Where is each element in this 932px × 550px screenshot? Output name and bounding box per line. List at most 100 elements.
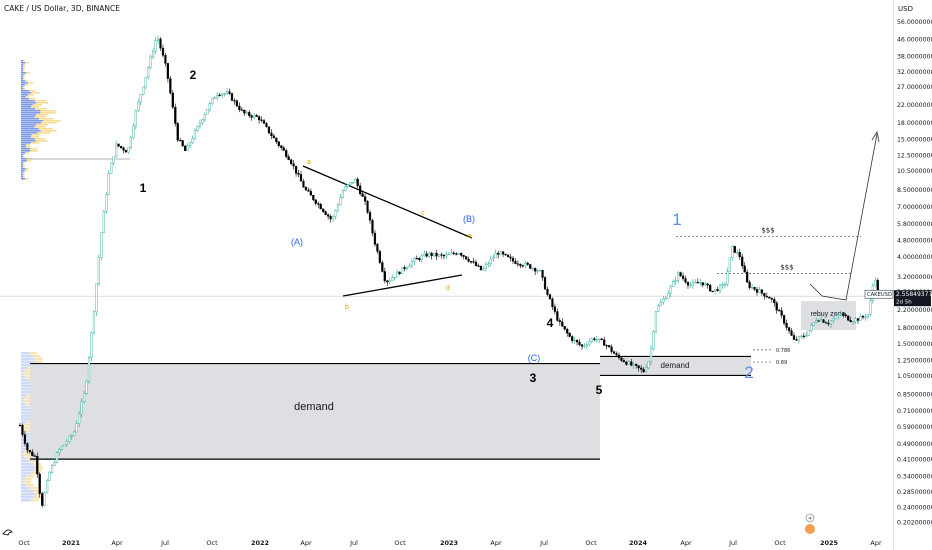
candle-body: [568, 332, 571, 337]
candle-body: [171, 92, 174, 108]
candle-body: [728, 257, 731, 272]
candle-body: [447, 253, 450, 256]
candle-body: [317, 203, 320, 205]
candle-body: [184, 145, 187, 151]
volume-bar: [31, 92, 40, 94]
candle-body: [132, 125, 135, 138]
candle-body: [768, 296, 771, 299]
candle-body: [859, 316, 862, 321]
volume-bar: [21, 102, 37, 104]
candle-body: [80, 401, 83, 415]
candle-body: [292, 163, 295, 167]
candle-body: [617, 354, 621, 358]
volume-bar: [21, 457, 26, 460]
volume-bar: [42, 120, 61, 122]
y-tick-label: 0.24000000: [897, 504, 932, 511]
candle-body: [73, 431, 76, 436]
candle-body: [174, 106, 177, 124]
y-tick-label: 0.20200000: [897, 520, 932, 527]
volume-bar: [21, 358, 35, 361]
volume-bar: [25, 430, 34, 433]
candle-body: [657, 305, 660, 312]
candle-body: [33, 455, 36, 457]
candle-body: [829, 320, 833, 325]
volume-bar: [21, 120, 43, 122]
candle-body: [593, 338, 596, 340]
x-tick-label: 2023: [440, 539, 458, 547]
candle-body: [339, 197, 342, 206]
candle-body: [805, 335, 808, 337]
candle-body: [869, 300, 872, 315]
candle-body: [359, 185, 362, 195]
candle-body: [677, 272, 680, 281]
y-tick-label: 3.20000000: [897, 274, 932, 281]
volume-bar: [21, 397, 24, 400]
candle-body: [223, 93, 226, 95]
candle-body: [400, 267, 404, 275]
volume-bar: [31, 142, 40, 144]
volume-bar: [21, 162, 23, 164]
wave-label: 1: [672, 210, 681, 229]
candle-body: [684, 278, 687, 283]
volume-bar: [23, 78, 25, 80]
volume-bar: [21, 412, 35, 415]
candle-body: [654, 311, 658, 332]
price-axis[interactable]: [893, 0, 932, 550]
candle-body: [378, 251, 381, 263]
candle-body: [691, 282, 695, 286]
y-tick-label: 27.00000000: [897, 84, 932, 91]
candle-body: [543, 277, 547, 290]
candle-body: [413, 258, 416, 262]
x-tick-label: Jul: [539, 539, 548, 547]
volume-bar: [34, 493, 43, 496]
candle-body: [817, 320, 820, 322]
y-tick-label: 0.85000000: [897, 392, 932, 399]
volume-bar: [23, 66, 25, 68]
candle-body: [795, 339, 798, 341]
candle-body: [117, 143, 120, 147]
volume-bar: [32, 104, 43, 106]
candle-body: [299, 174, 303, 182]
volume-bar: [40, 112, 56, 114]
volume-bar: [25, 80, 29, 82]
volume-bar: [21, 364, 32, 367]
candle-body: [667, 292, 670, 299]
candle-body: [832, 318, 835, 321]
volume-bar: [21, 62, 26, 64]
candle-body: [403, 267, 406, 270]
candle-body: [312, 195, 315, 201]
wave-label: 4: [547, 316, 554, 330]
candle-body: [760, 289, 764, 294]
volume-bar: [30, 150, 38, 152]
x-tick-label: Oct: [18, 539, 30, 547]
volume-bar: [21, 367, 27, 370]
candle-body: [95, 283, 98, 313]
x-tick-label: Apr: [300, 539, 312, 547]
candle-body: [573, 339, 576, 342]
lightning-icon: [805, 513, 815, 523]
candle-body: [122, 147, 125, 151]
candle-body: [534, 268, 537, 272]
candle-body: [23, 434, 27, 444]
candle-body: [324, 211, 327, 215]
wave-label: b: [345, 304, 349, 311]
candle-body: [506, 254, 510, 258]
candle-body: [331, 216, 335, 220]
candle-body: [115, 143, 118, 158]
candle-body: [770, 298, 773, 300]
candle-body: [60, 446, 64, 450]
candle-body: [487, 263, 490, 266]
volume-bar: [21, 80, 26, 82]
candle-body: [741, 256, 744, 267]
volume-bar: [21, 382, 33, 385]
candle-body: [679, 272, 682, 277]
volume-bar: [34, 358, 43, 361]
candle-body: [548, 294, 552, 300]
candle-body: [110, 162, 113, 174]
volume-bar: [21, 469, 34, 472]
candle-body: [257, 116, 261, 121]
candle-body: [819, 319, 823, 322]
volume-bar: [40, 110, 56, 112]
candle-body: [499, 251, 502, 255]
